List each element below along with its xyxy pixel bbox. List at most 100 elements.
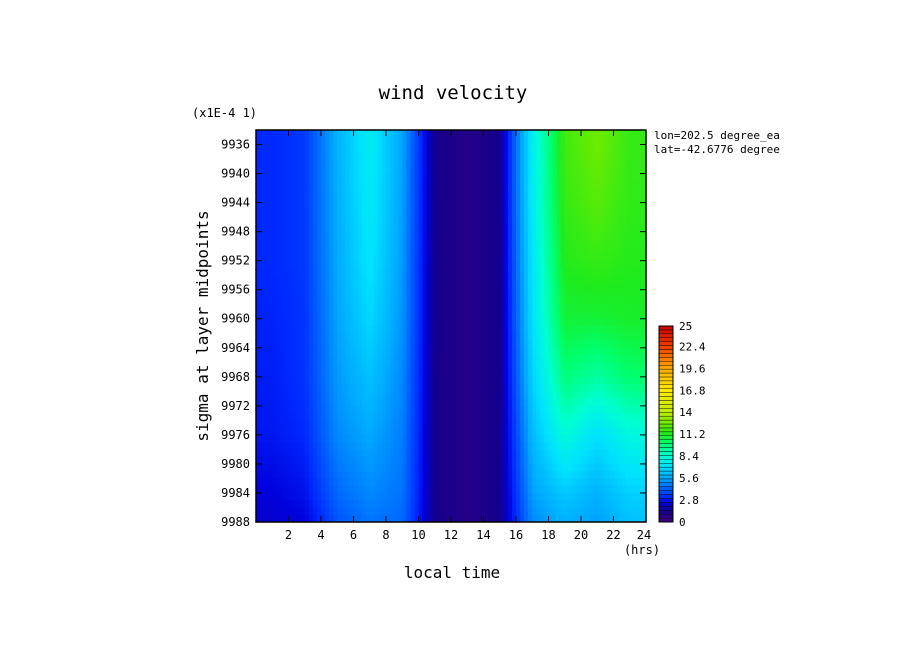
heatmap-cell	[503, 449, 509, 458]
heatmap-cell	[353, 456, 359, 465]
heatmap-cell	[544, 159, 550, 167]
heatmap-cell	[312, 442, 318, 451]
heatmap-cell	[337, 478, 342, 487]
heatmap-cell	[532, 202, 537, 211]
heatmap-cell	[516, 159, 521, 167]
heatmap-cell	[617, 500, 623, 509]
heatmap-cell	[264, 427, 269, 436]
heatmap-cell	[280, 275, 286, 284]
heatmap-cell	[316, 398, 322, 407]
heatmap-cell	[491, 420, 497, 429]
heatmap-cell	[625, 217, 631, 225]
heatmap-cell	[597, 151, 602, 160]
heatmap-cell	[276, 355, 281, 363]
heatmap-cell	[438, 326, 444, 334]
heatmap-cell	[426, 173, 432, 182]
heatmap-cell	[357, 478, 363, 487]
heatmap-cell	[475, 347, 481, 356]
heatmap-cell	[463, 311, 468, 320]
heatmap-cell	[605, 485, 611, 494]
heatmap-cell	[272, 398, 277, 407]
heatmap-cell	[487, 449, 493, 458]
heatmap-cell	[422, 166, 428, 175]
heatmap-cell	[503, 333, 509, 342]
heatmap-cell	[369, 500, 375, 509]
heatmap-cell	[463, 282, 468, 291]
heatmap-cell	[430, 463, 436, 472]
heatmap-cell	[268, 347, 273, 356]
heatmap-cell	[316, 144, 322, 153]
heatmap-cell	[446, 304, 452, 313]
heatmap-cell	[272, 485, 277, 494]
heatmap-cell	[329, 362, 334, 371]
heatmap-cell	[556, 326, 562, 334]
heatmap-cell	[507, 391, 513, 400]
heatmap-cell	[629, 449, 635, 458]
heatmap-cell	[422, 355, 428, 363]
heatmap-cell	[284, 166, 290, 175]
heatmap-cell	[272, 159, 277, 167]
heatmap-cell	[377, 275, 383, 284]
heatmap-cell	[601, 231, 606, 240]
heatmap-cell	[548, 246, 554, 255]
heatmap-cell	[312, 347, 318, 356]
heatmap-cell	[532, 209, 537, 218]
heatmap-cell	[597, 246, 602, 255]
heatmap-cell	[353, 492, 359, 501]
heatmap-cell	[552, 188, 558, 196]
heatmap-cell	[516, 456, 521, 465]
heatmap-cell	[341, 326, 346, 334]
heatmap-cell	[345, 492, 351, 501]
heatmap-cell	[629, 282, 635, 291]
heatmap-cell	[568, 442, 574, 451]
heatmap-cell	[524, 449, 529, 458]
heatmap-cell	[625, 180, 631, 189]
heatmap-cell	[617, 151, 623, 160]
heatmap-cell	[373, 195, 379, 204]
heatmap-cell	[260, 471, 265, 480]
heatmap-cell	[455, 355, 460, 363]
heatmap-cell	[585, 231, 590, 240]
heatmap-cell	[613, 434, 619, 443]
heatmap-cell	[280, 347, 286, 356]
heatmap-cell	[528, 384, 533, 392]
heatmap-cell	[308, 427, 314, 436]
heatmap-cell	[361, 144, 367, 153]
heatmap-cell	[516, 471, 521, 480]
heatmap-cell	[316, 209, 322, 218]
heatmap-cell	[467, 144, 472, 153]
heatmap-cell	[300, 253, 306, 262]
heatmap-cell	[609, 166, 615, 175]
heatmap-cell	[601, 180, 606, 189]
heatmap-cell	[617, 427, 623, 436]
heatmap-cell	[325, 478, 330, 487]
heatmap-cell	[446, 188, 452, 196]
heatmap-cell	[613, 275, 619, 284]
heatmap-cell	[434, 217, 440, 225]
heatmap-cell	[256, 173, 261, 182]
heatmap-cell	[483, 151, 489, 160]
heatmap-cell	[491, 449, 497, 458]
heatmap-cell	[422, 369, 428, 378]
heatmap-cell	[633, 471, 639, 480]
heatmap-cell	[434, 333, 440, 342]
heatmap-cell	[507, 209, 513, 218]
heatmap-cell	[467, 159, 472, 167]
heatmap-cell	[353, 180, 359, 189]
heatmap-cell	[276, 463, 281, 472]
heatmap-cell	[552, 151, 558, 160]
heatmap-cell	[284, 347, 290, 356]
heatmap-cell	[333, 267, 338, 276]
heatmap-cell	[300, 478, 306, 487]
heatmap-cell	[333, 151, 338, 160]
heatmap-cell	[341, 449, 346, 458]
heatmap-cell	[369, 144, 375, 153]
heatmap-cell	[617, 289, 623, 298]
heatmap-cell	[475, 369, 481, 378]
heatmap-cell	[524, 188, 529, 196]
heatmap-cell	[511, 471, 517, 480]
heatmap-cell	[341, 151, 346, 160]
heatmap-cell	[479, 347, 485, 356]
heatmap-cell	[272, 209, 277, 218]
heatmap-cell	[641, 253, 646, 262]
